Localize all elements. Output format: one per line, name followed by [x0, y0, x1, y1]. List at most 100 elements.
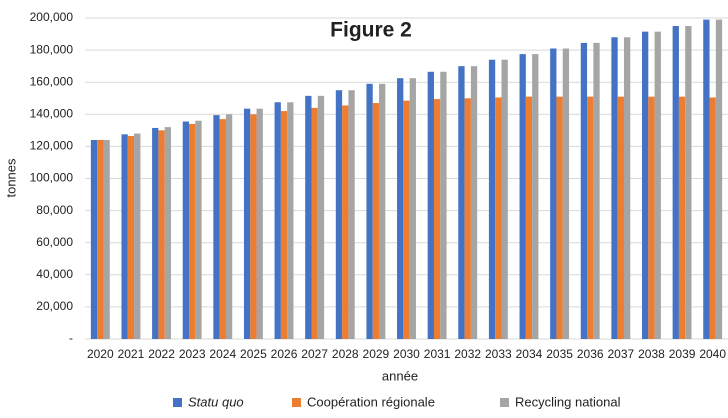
bar	[372, 103, 380, 339]
bar	[152, 127, 159, 339]
bar	[97, 139, 104, 339]
y-tick-label: 200,000	[30, 10, 74, 24]
y-tick-label: 180,000	[30, 42, 74, 56]
y-tick-label: -	[69, 331, 73, 345]
x-tick-label: 2032	[454, 347, 481, 361]
legend-swatch	[292, 398, 301, 407]
y-tick-label: 100,000	[30, 171, 74, 185]
x-tick-label: 2025	[240, 347, 267, 361]
bar	[274, 102, 281, 339]
bar	[158, 130, 165, 339]
x-tick-label: 2027	[301, 347, 328, 361]
bar	[219, 119, 226, 340]
bar	[715, 19, 723, 339]
bar	[134, 133, 141, 339]
bar	[488, 59, 496, 339]
legend-swatch	[500, 398, 509, 407]
x-tick-label: 2026	[271, 347, 298, 361]
bar	[654, 31, 661, 340]
bar	[305, 95, 312, 339]
y-tick-label: 40,000	[36, 267, 73, 281]
x-tick-label: 2024	[209, 347, 236, 361]
bar	[225, 114, 233, 339]
bar	[642, 31, 649, 340]
bar	[342, 105, 349, 339]
bar	[703, 19, 710, 339]
bar	[90, 139, 98, 339]
bar	[470, 66, 478, 340]
bar	[556, 96, 563, 340]
bar	[519, 54, 526, 340]
y-tick-label: 120,000	[30, 139, 74, 153]
y-tick-label: 160,000	[30, 74, 74, 88]
bar	[562, 48, 570, 340]
bar	[164, 127, 171, 339]
bar	[213, 115, 220, 339]
x-tick-label: 2038	[638, 347, 665, 361]
bar	[195, 120, 202, 339]
bar	[550, 48, 557, 340]
x-tick-label: 2020	[87, 347, 114, 361]
bar	[593, 42, 600, 339]
bar	[379, 83, 386, 340]
bar	[501, 59, 508, 339]
bar	[103, 139, 110, 339]
bar	[525, 96, 533, 340]
bar	[348, 90, 355, 339]
bar	[121, 134, 128, 339]
bar	[617, 96, 624, 340]
bar	[189, 123, 196, 340]
y-axis-label: tonnes	[3, 158, 18, 198]
bar	[250, 114, 257, 339]
bar	[287, 102, 294, 339]
x-tick-label: 2035	[546, 347, 573, 361]
bar	[311, 107, 318, 339]
bar	[433, 99, 441, 340]
bar	[256, 108, 263, 340]
bar	[709, 97, 716, 339]
x-tick-label: 2021	[118, 347, 145, 361]
x-tick-label: 2031	[424, 347, 451, 361]
legend-label: Coopération régionale	[307, 394, 435, 409]
bar	[685, 26, 692, 340]
bar	[648, 96, 655, 340]
y-tick-label: 80,000	[36, 203, 73, 217]
bar	[672, 26, 679, 340]
x-tick-label: 2040	[699, 347, 726, 361]
x-tick-label: 2036	[577, 347, 604, 361]
x-tick-label: 2039	[669, 347, 696, 361]
bar	[495, 97, 502, 339]
legend-swatch	[173, 398, 182, 407]
bar	[409, 78, 416, 339]
bar	[403, 100, 410, 339]
bar	[243, 108, 251, 340]
bar	[464, 98, 471, 339]
bar	[458, 66, 465, 340]
bar	[580, 42, 588, 339]
x-axis-label: année	[382, 368, 418, 383]
y-tick-label: 20,000	[36, 299, 73, 313]
x-tick-label: 2037	[607, 347, 634, 361]
x-tick-label: 2030	[393, 347, 420, 361]
chart-title: Figure 2	[330, 19, 412, 42]
x-tick-label: 2028	[332, 347, 359, 361]
y-tick-label: 140,000	[30, 106, 74, 120]
x-tick-label: 2029	[363, 347, 390, 361]
bar	[532, 54, 539, 340]
bar	[678, 96, 686, 340]
bar	[611, 37, 618, 339]
x-tick-label: 2023	[179, 347, 206, 361]
bar	[317, 95, 325, 339]
bar	[440, 71, 447, 339]
bar	[182, 121, 190, 340]
bar	[335, 90, 343, 339]
legend-label: Statu quo	[188, 394, 244, 409]
bar	[366, 83, 373, 340]
bar	[427, 71, 434, 339]
x-tick-label: 2033	[485, 347, 512, 361]
bar	[623, 37, 631, 339]
legend-label: Recycling national	[515, 394, 621, 409]
bar	[127, 135, 135, 339]
y-tick-label: 60,000	[36, 235, 73, 249]
